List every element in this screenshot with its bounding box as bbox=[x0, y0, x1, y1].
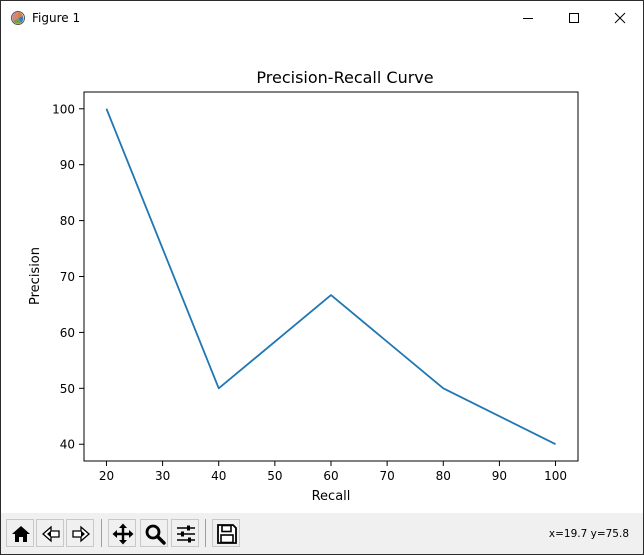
chart-title: Precision-Recall Curve bbox=[256, 68, 433, 87]
minimize-button[interactable] bbox=[505, 1, 551, 35]
y-tick-label: 80 bbox=[60, 214, 75, 228]
title-bar[interactable]: Figure 1 bbox=[1, 1, 643, 35]
home-button[interactable] bbox=[6, 519, 34, 547]
y-tick-label: 90 bbox=[60, 158, 75, 172]
back-arrow-icon bbox=[42, 525, 60, 543]
figure-canvas[interactable]: Precision-Recall Curve 20 30 40 50 60 70 80 90 1… bbox=[1, 35, 643, 513]
forward-button[interactable] bbox=[66, 519, 94, 547]
close-icon bbox=[614, 12, 626, 24]
y-axis: 40 50 60 70 80 90 100 bbox=[52, 102, 84, 452]
back-button[interactable] bbox=[36, 519, 64, 547]
minimize-icon bbox=[523, 18, 533, 19]
home-icon bbox=[12, 526, 30, 542]
y-tick-label: 70 bbox=[60, 270, 75, 284]
toolbar-separator bbox=[205, 519, 206, 547]
forward-arrow-icon bbox=[72, 525, 90, 543]
precision-recall-line bbox=[105, 108, 556, 446]
save-button[interactable] bbox=[212, 519, 240, 547]
window-title: Figure 1 bbox=[32, 11, 81, 25]
close-button[interactable] bbox=[597, 1, 643, 35]
cursor-coordinates: x=19.7 y=75.8 bbox=[548, 528, 629, 540]
x-tick-label: 90 bbox=[492, 469, 507, 483]
x-tick-label: 100 bbox=[544, 469, 567, 483]
x-tick-label: 20 bbox=[99, 469, 114, 483]
x-axis-label: Recall bbox=[312, 489, 351, 504]
plot-area bbox=[83, 91, 579, 462]
y-axis-label: Precision bbox=[28, 247, 43, 305]
precision-recall-chart: Precision-Recall Curve 20 30 40 50 60 70 80 90 1… bbox=[28, 68, 579, 504]
maximize-icon bbox=[569, 13, 579, 23]
configure-subplots-button[interactable] bbox=[171, 519, 199, 547]
toolbar-separator bbox=[101, 519, 102, 547]
navigation-toolbar: x=19.7 y=75.8 bbox=[1, 513, 643, 554]
maximize-button[interactable] bbox=[551, 1, 597, 35]
y-tick-label: 60 bbox=[60, 326, 75, 340]
x-tick-label: 80 bbox=[436, 469, 451, 483]
move-icon bbox=[112, 523, 134, 545]
y-tick-label: 50 bbox=[60, 382, 75, 396]
pan-button[interactable] bbox=[108, 519, 136, 547]
x-axis: 20 30 40 50 60 70 80 90 100 bbox=[99, 461, 567, 483]
y-tick-label: 40 bbox=[60, 438, 75, 452]
x-tick-label: 40 bbox=[211, 469, 226, 483]
x-tick-label: 50 bbox=[267, 469, 282, 483]
y-tick-label: 100 bbox=[52, 102, 75, 116]
matplotlib-figure-icon bbox=[10, 10, 26, 26]
magnifier-icon bbox=[145, 524, 166, 545]
series-layer bbox=[105, 108, 556, 446]
x-tick-label: 70 bbox=[379, 469, 394, 483]
floppy-disk-icon bbox=[217, 524, 237, 544]
zoom-button[interactable] bbox=[140, 519, 168, 547]
x-tick-label: 30 bbox=[155, 469, 170, 483]
x-tick-label: 60 bbox=[323, 469, 338, 483]
sliders-icon bbox=[177, 525, 195, 543]
